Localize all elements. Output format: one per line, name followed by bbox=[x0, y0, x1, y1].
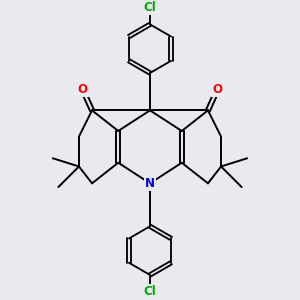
Text: N: N bbox=[145, 177, 155, 190]
Text: Cl: Cl bbox=[144, 285, 156, 298]
Text: O: O bbox=[212, 83, 222, 96]
Text: O: O bbox=[78, 83, 88, 96]
Text: Cl: Cl bbox=[144, 1, 156, 14]
